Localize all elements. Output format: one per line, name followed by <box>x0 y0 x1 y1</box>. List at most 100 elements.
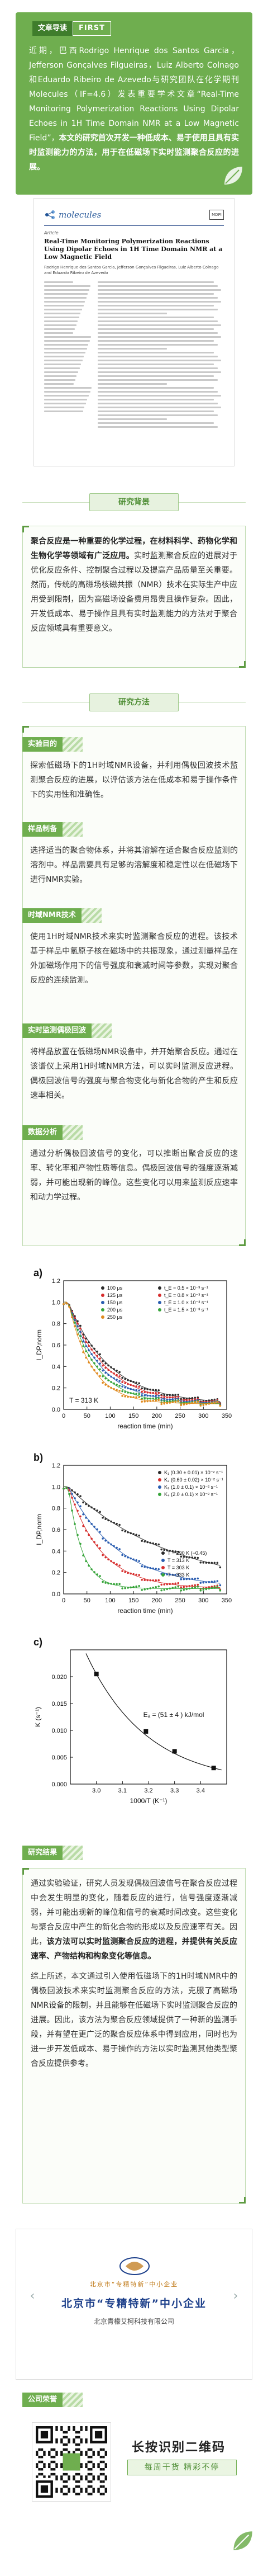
chevron-left-icon[interactable]: ‹ <box>30 2289 35 2303</box>
y-tick-label: 0.010 <box>51 1728 67 1734</box>
text-line <box>44 324 76 326</box>
data-point <box>141 1540 143 1542</box>
legend-marker <box>101 1294 104 1297</box>
data-point <box>155 1399 157 1402</box>
data-point <box>141 1400 143 1403</box>
intro-text: 近期，巴西Rodrigo Henrique dos Santos Garcia，… <box>29 44 239 174</box>
qr-module <box>36 2465 39 2469</box>
data-point <box>82 1501 84 1504</box>
qr-module <box>73 2475 75 2478</box>
qr-module <box>97 2465 100 2469</box>
x-tick-label: 200 <box>152 1597 162 1604</box>
data-point <box>199 1589 202 1592</box>
qr-module <box>68 2490 70 2493</box>
qr-module <box>99 2473 103 2476</box>
data-point <box>216 1586 219 1588</box>
x-axis-label: reaction time (min) <box>117 1422 173 1430</box>
text-line <box>98 305 214 306</box>
data-point <box>177 1550 180 1553</box>
qr-module <box>55 2438 58 2441</box>
qr-module <box>50 2455 53 2459</box>
qr-module <box>63 2443 65 2446</box>
data-point <box>143 1540 146 1543</box>
qr-module <box>87 2493 90 2495</box>
qr-module <box>85 2490 88 2493</box>
text-line <box>98 328 214 330</box>
qr-module <box>55 2488 58 2490</box>
data-point <box>194 1401 197 1404</box>
result-tag-label: 数据分析 <box>22 1125 63 1140</box>
legend-label: K₁ (0.30 ± 0.01) × 10⁻² s⁻¹ <box>164 1470 223 1475</box>
data-point <box>118 1548 121 1550</box>
legend-label: 100 μs <box>107 1285 123 1291</box>
data-point <box>213 1586 216 1588</box>
data-point <box>124 1395 126 1398</box>
data-point <box>211 1766 216 1771</box>
qr-module <box>80 2428 83 2431</box>
data-point <box>102 1537 104 1540</box>
data-point <box>99 1575 101 1577</box>
data-point <box>160 1548 162 1551</box>
qr-code[interactable] <box>32 2422 111 2502</box>
text-line <box>98 293 214 295</box>
leaf-icon <box>224 167 242 185</box>
qr-module <box>43 2465 46 2469</box>
data-point <box>155 1542 157 1545</box>
text-line <box>98 340 214 342</box>
text-line <box>98 356 218 357</box>
qr-module <box>97 2451 100 2454</box>
fit-line <box>64 1486 221 1584</box>
qr-module <box>102 2448 105 2451</box>
data-point <box>180 1586 183 1588</box>
corner-decoration <box>239 1239 246 1246</box>
data-point <box>63 1303 65 1305</box>
qr-module <box>38 2455 41 2459</box>
system-tag-label: 样品制备 <box>22 822 63 837</box>
data-point <box>216 1561 219 1564</box>
legend-marker <box>158 1301 161 1304</box>
panel-b-label: b) <box>34 1452 43 1463</box>
qr-module <box>80 2426 83 2429</box>
data-point <box>102 1580 104 1583</box>
text-line <box>44 305 84 306</box>
data-point <box>79 1505 82 1508</box>
honor-company: 北京青檬艾柯科技有限公司 <box>93 2318 174 2325</box>
data-point <box>102 1364 104 1367</box>
data-point <box>116 1522 118 1525</box>
data-point <box>116 1379 118 1381</box>
qr-module <box>40 2473 44 2476</box>
y-tick-label: 0.015 <box>51 1701 67 1707</box>
molecule-icon <box>45 210 55 219</box>
y-tick-label: 0.2 <box>52 1385 60 1392</box>
intro-tag: 文章导读 FIRST <box>32 21 111 36</box>
stripe-decoration <box>63 1125 83 1140</box>
legend-marker <box>101 1286 104 1290</box>
purpose-tag-label: 实验目的 <box>22 737 63 752</box>
data-point <box>155 1389 157 1391</box>
qr-module <box>78 2480 80 2483</box>
y-tick-label: 0.4 <box>52 1364 60 1370</box>
data-point <box>118 1523 121 1526</box>
x-tick-label: 300 <box>198 1413 208 1419</box>
qr-module <box>73 2438 75 2441</box>
data-point <box>116 1374 118 1376</box>
qr-module <box>87 2480 90 2483</box>
qr-module <box>85 2475 88 2478</box>
qr-module <box>102 2468 105 2471</box>
x-tick-label: 350 <box>222 1597 232 1604</box>
qr-module <box>63 2485 65 2488</box>
data-point <box>138 1574 140 1577</box>
data-point <box>194 1577 197 1580</box>
data-point <box>135 1393 137 1395</box>
chevron-right-icon[interactable]: › <box>233 2289 238 2303</box>
data-point <box>93 1526 95 1528</box>
legend-marker <box>158 1485 161 1489</box>
data-point <box>99 1375 101 1377</box>
qr-module <box>92 2451 95 2454</box>
x-tick-label: 3.2 <box>144 1787 152 1794</box>
y-tick-label: 0.0 <box>52 1407 60 1413</box>
x-tick-label: 3.1 <box>118 1787 127 1794</box>
qr-module <box>60 2426 63 2429</box>
data-point <box>116 1384 118 1386</box>
paper-authors: Rodrigo Henrique dos Santos Garcia, Jeff… <box>44 265 219 275</box>
